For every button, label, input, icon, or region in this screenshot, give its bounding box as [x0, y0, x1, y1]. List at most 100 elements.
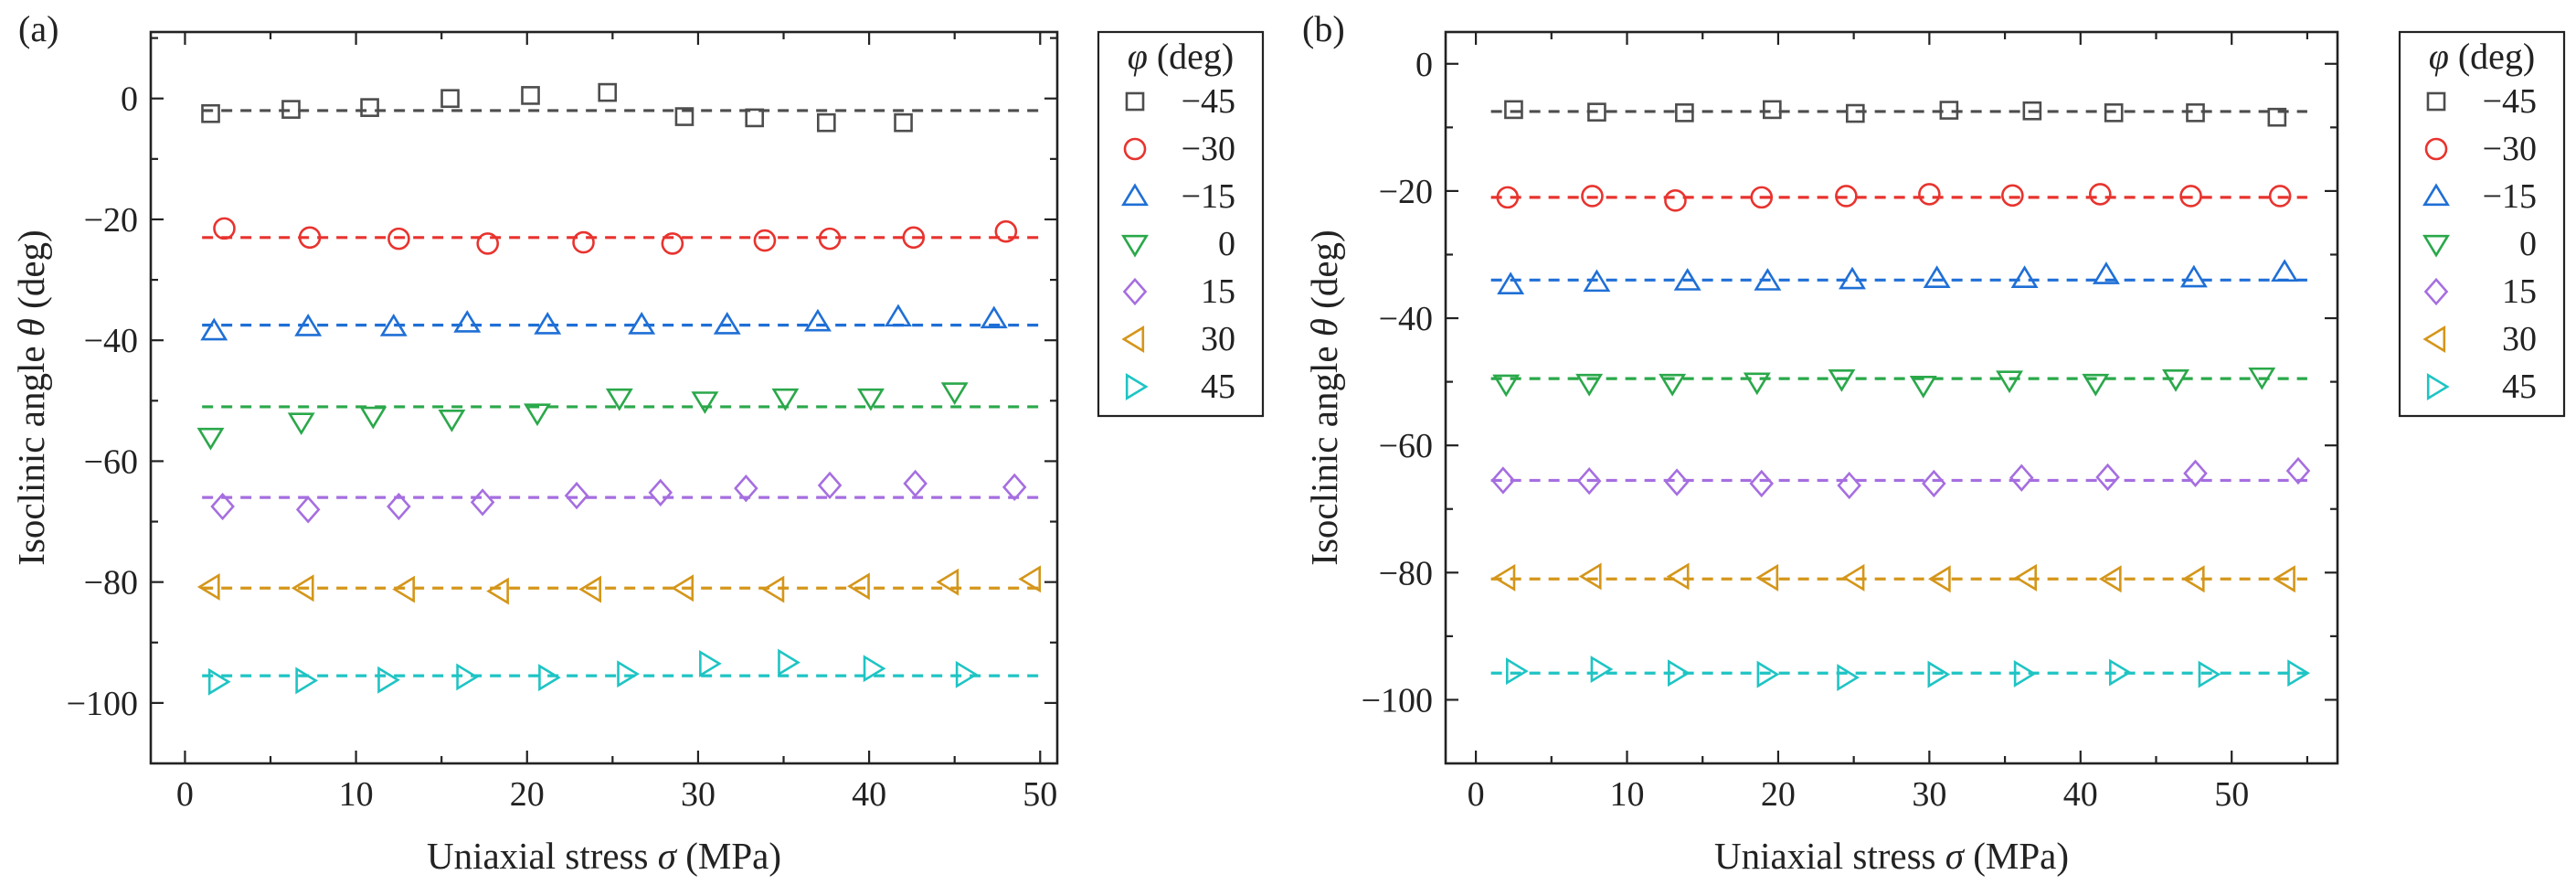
y-tick-label: −80 — [84, 564, 138, 602]
data-point — [1675, 103, 1694, 123]
data-point — [1750, 186, 1774, 209]
data-point — [2095, 463, 2120, 492]
y-tick-label: −60 — [84, 442, 138, 481]
y-axis-label-text: Isoclinic angle — [10, 336, 52, 565]
data-point — [818, 227, 842, 251]
data-point — [196, 572, 220, 601]
series-1 — [202, 217, 1041, 255]
data-point — [1664, 189, 1687, 212]
series-6 — [1490, 656, 2310, 692]
data-point — [2098, 565, 2122, 593]
data-point — [2179, 185, 2202, 208]
data-point — [699, 649, 722, 677]
data-point — [2013, 659, 2037, 688]
plot-frame — [149, 30, 1059, 765]
series-6 — [202, 648, 1041, 696]
data-point — [1837, 664, 1860, 692]
legend-entry: 15 — [2502, 272, 2537, 311]
data-point — [804, 308, 832, 332]
series-4 — [202, 469, 1041, 524]
data-point — [1590, 656, 1614, 683]
x-tick-label: 0 — [1468, 775, 1485, 814]
series-0 — [1490, 100, 2307, 127]
data-point — [617, 660, 640, 688]
legend-title: φ (deg) — [1128, 36, 1235, 77]
data-point — [847, 572, 870, 601]
data-point — [605, 388, 633, 411]
legend-marker — [2426, 373, 2450, 400]
data-point — [1922, 469, 1946, 498]
data-point — [440, 89, 460, 109]
chart-panel-1: (a) 0 10 20 30 40 50 0 −20 −40 −60 −80 −100 Uniaxial … — [10, 8, 1265, 877]
data-point — [2287, 659, 2310, 688]
legend-marker — [1125, 373, 1149, 400]
data-point — [955, 660, 979, 688]
y-axis-label-unit: (deg) — [10, 229, 52, 318]
legend-marker — [1121, 234, 1149, 258]
data-point — [291, 574, 314, 602]
panel-label: (a) — [18, 8, 58, 49]
data-point — [1673, 268, 1701, 291]
data-point — [213, 217, 236, 240]
series-2 — [200, 304, 1041, 341]
data-point — [2198, 660, 2221, 688]
legend-marker — [1121, 325, 1145, 353]
data-point — [2014, 563, 2037, 592]
data-point — [360, 98, 379, 117]
legend-entry: −30 — [2483, 130, 2537, 168]
x-axis-label-symbol: σ — [1945, 835, 1966, 877]
data-point — [2267, 107, 2287, 127]
data-point — [661, 232, 684, 255]
data-point — [1749, 469, 1775, 498]
data-point — [2104, 103, 2124, 123]
data-point — [1496, 186, 1520, 209]
data-point — [1841, 563, 1865, 592]
data-point — [1828, 369, 1856, 392]
data-point — [2010, 265, 2039, 289]
legend-marker — [2422, 325, 2446, 353]
data-point — [281, 100, 301, 119]
data-point — [294, 314, 323, 336]
data-point — [287, 412, 315, 436]
data-point — [1667, 659, 1691, 688]
data-point — [377, 666, 400, 694]
data-point — [863, 655, 886, 683]
data-point — [761, 575, 785, 603]
data-point — [1754, 268, 1782, 291]
data-point — [470, 488, 495, 517]
y-tick-label: −60 — [1379, 427, 1433, 465]
legend-entry: 0 — [2519, 225, 2537, 263]
series-5 — [196, 565, 1042, 605]
legend: φ (deg) −45 −30 −15 0 15 30 45 — [1097, 30, 1265, 418]
data-point — [1505, 657, 1529, 686]
y-tick-label: −20 — [1379, 173, 1433, 211]
data-point — [734, 474, 758, 503]
data-point — [817, 471, 843, 500]
series-5 — [1490, 562, 2307, 593]
data-point — [1762, 100, 1782, 120]
data-point — [201, 103, 220, 123]
data-point — [1845, 103, 1865, 123]
x-tick-label: 10 — [1610, 775, 1645, 814]
data-point — [1918, 183, 1941, 206]
data-point — [387, 492, 411, 521]
data-point — [210, 492, 235, 521]
legend-title: φ (deg) — [2429, 36, 2536, 77]
x-tick-label: 0 — [176, 775, 194, 814]
y-axis-label-text: Isoclinic angle — [1303, 336, 1345, 565]
data-point — [1756, 660, 1780, 688]
data-point — [538, 664, 561, 692]
data-point — [598, 82, 618, 102]
plot-frame — [1444, 30, 2339, 765]
legend-entry: 45 — [2502, 368, 2537, 406]
data-point — [753, 229, 777, 252]
y-axis-label-unit: (deg) — [1303, 229, 1345, 318]
x-tick-label: 20 — [510, 775, 545, 814]
data-point — [980, 305, 1008, 329]
data-point — [1575, 373, 1604, 397]
data-point — [2285, 456, 2311, 485]
data-point — [572, 230, 595, 254]
data-point — [196, 427, 225, 451]
data-point — [1581, 185, 1604, 208]
